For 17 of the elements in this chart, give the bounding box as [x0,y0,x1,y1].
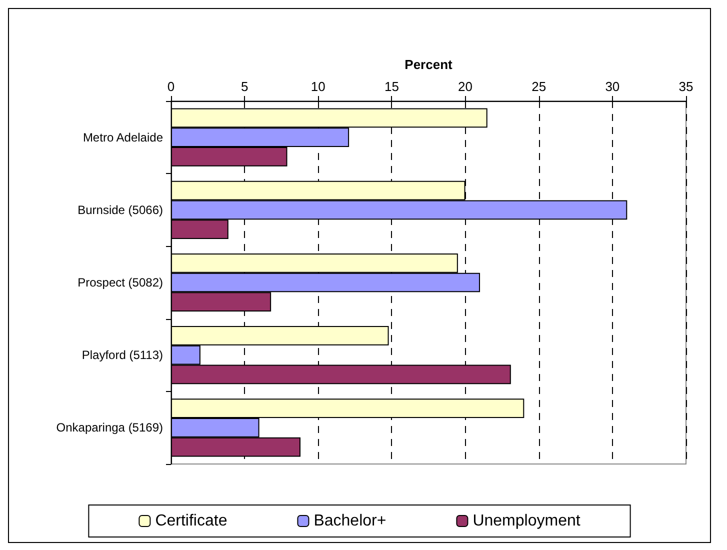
legend-label: Certificate [155,512,228,530]
x-tick-label: 0 [167,79,175,94]
x-tick-label: 10 [310,79,326,94]
y-tick-label: Metro Adelaide [82,130,164,144]
legend-label: Unemployment [472,512,581,530]
x-tick-label: 15 [384,79,399,94]
x-axis-title: Percent [404,57,454,72]
x-tick-label: 35 [678,79,694,94]
y-tick-label: Prospect (5082) [78,276,163,290]
y-tick-label: Playford (5113) [82,348,163,362]
legend-label: Bachelor+ [314,512,386,530]
y-tick-label: Burnside (5066) [78,202,163,217]
x-tick-label: 20 [458,79,473,94]
x-tick-label: 25 [532,79,546,94]
x-tick-label: 5 [240,79,248,94]
x-tick-label: 30 [605,79,620,94]
y-tick-label: Onkaparinga (5169) [56,420,164,435]
